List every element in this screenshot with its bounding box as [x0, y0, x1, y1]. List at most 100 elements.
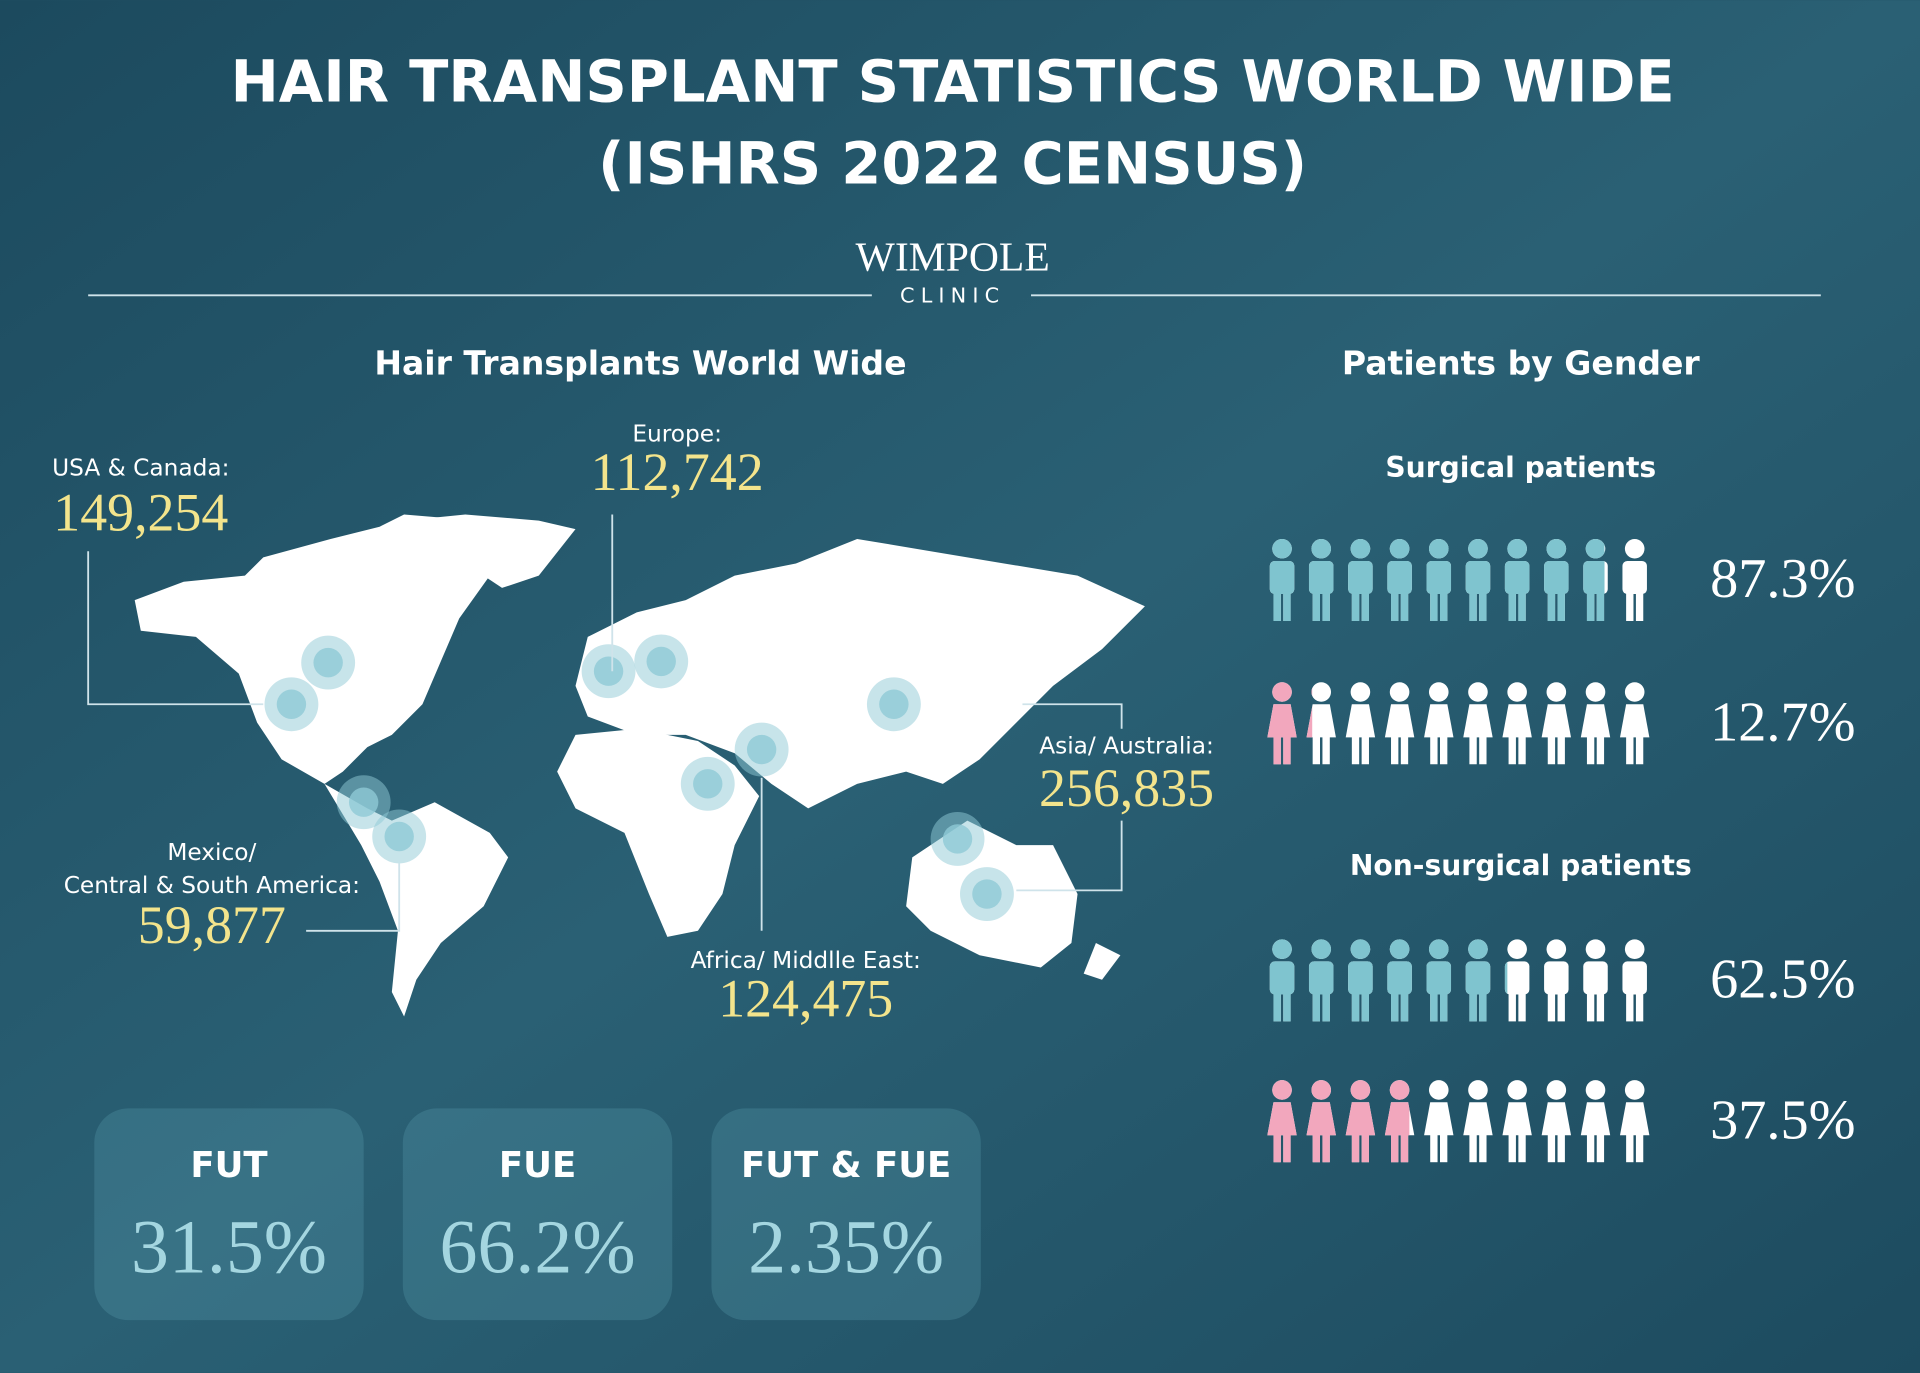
- head: [1468, 1080, 1488, 1100]
- leg: [1547, 992, 1556, 1022]
- leg: [1635, 734, 1644, 765]
- body: [1384, 704, 1415, 738]
- leg: [1430, 734, 1438, 765]
- region-count: 256,835: [1039, 758, 1214, 818]
- body: [1502, 704, 1532, 738]
- method-name: FUT & FUE: [741, 1145, 951, 1186]
- leg: [1635, 992, 1644, 1022]
- leg: [1508, 591, 1516, 621]
- body: [1267, 1102, 1297, 1136]
- region-name: USA & Canada:: [52, 455, 229, 482]
- group-title: Surgical patients: [1385, 451, 1656, 484]
- leg: [1273, 1132, 1281, 1163]
- head: [1428, 682, 1449, 702]
- head: [1311, 682, 1332, 702]
- body: [1345, 1102, 1376, 1136]
- leg: [1518, 591, 1526, 621]
- region-name: Asia/ Australia:: [1039, 733, 1214, 760]
- head: [1546, 682, 1567, 702]
- leader-lines: [87, 514, 1123, 932]
- body: [1306, 1102, 1336, 1136]
- leg: [1361, 1132, 1369, 1163]
- body: [1583, 560, 1605, 595]
- leg: [1273, 992, 1281, 1022]
- body: [1384, 1102, 1410, 1136]
- share-label: 87.3%: [1710, 548, 1855, 610]
- leg: [1479, 1132, 1487, 1163]
- region-count: 112,742: [591, 442, 764, 502]
- leg: [1508, 992, 1516, 1022]
- leg: [1440, 591, 1448, 621]
- head: [1507, 1080, 1527, 1100]
- head: [1272, 939, 1292, 959]
- head: [1350, 538, 1371, 559]
- body: [1622, 961, 1647, 995]
- body: [1580, 704, 1611, 738]
- leg: [1635, 591, 1644, 621]
- head: [1428, 1080, 1449, 1100]
- head: [1585, 538, 1605, 559]
- share-label: 12.7%: [1710, 691, 1855, 753]
- leg: [1351, 1132, 1360, 1163]
- head: [1546, 1080, 1567, 1100]
- head: [1546, 939, 1567, 959]
- head: [1389, 682, 1410, 702]
- region-name: Mexico/: [167, 839, 256, 866]
- leg: [1508, 1132, 1516, 1163]
- body: [1465, 961, 1491, 995]
- leg: [1430, 1132, 1438, 1163]
- body: [1308, 961, 1334, 995]
- body: [1502, 1102, 1532, 1136]
- body: [1269, 961, 1295, 995]
- share-label: 62.5%: [1710, 949, 1855, 1011]
- body: [1308, 560, 1334, 595]
- head: [1507, 682, 1527, 702]
- body: [1426, 961, 1452, 995]
- leg: [1430, 992, 1438, 1022]
- section-title: Patients by Gender: [1342, 344, 1701, 383]
- leg: [1469, 734, 1477, 765]
- region-count: 124,475: [718, 969, 893, 1029]
- method-share: 66.2%: [440, 1206, 636, 1290]
- title: HAIR TRANSPLANT STATISTICS WORLD WIDE: [231, 48, 1675, 115]
- head: [1624, 939, 1645, 959]
- body: [1306, 706, 1313, 738]
- leg: [1312, 734, 1320, 765]
- method-share: 31.5%: [131, 1206, 327, 1290]
- head: [1272, 538, 1292, 559]
- head: [1311, 939, 1332, 959]
- region-count: 59,877: [138, 895, 286, 955]
- body: [1620, 1102, 1650, 1136]
- body: [1580, 1102, 1611, 1136]
- body: [1463, 704, 1493, 738]
- leg: [1283, 734, 1291, 765]
- leg: [1557, 591, 1565, 621]
- body: [1504, 962, 1508, 994]
- body: [1583, 961, 1608, 995]
- head: [1468, 939, 1488, 959]
- leg: [1440, 734, 1448, 765]
- leg: [1322, 992, 1330, 1022]
- leg: [1586, 992, 1595, 1022]
- method-name: FUE: [499, 1145, 576, 1186]
- head: [1507, 939, 1527, 959]
- body: [1504, 961, 1530, 995]
- leg: [1391, 591, 1399, 621]
- body: [1620, 704, 1650, 738]
- body: [1267, 704, 1297, 738]
- method-share: 2.35%: [748, 1206, 944, 1290]
- leg: [1596, 992, 1605, 1022]
- leg: [1283, 992, 1291, 1022]
- body: [1387, 560, 1412, 595]
- region-name: Africa/ Middlle East:: [691, 947, 921, 974]
- leg: [1351, 734, 1360, 765]
- leg: [1518, 992, 1526, 1022]
- head: [1311, 538, 1332, 559]
- leg: [1479, 992, 1487, 1022]
- share-label: 37.5%: [1710, 1089, 1855, 1151]
- head: [1311, 1080, 1332, 1100]
- head: [1468, 538, 1488, 559]
- leg: [1400, 591, 1409, 621]
- body: [1544, 560, 1569, 595]
- leg: [1391, 1132, 1399, 1163]
